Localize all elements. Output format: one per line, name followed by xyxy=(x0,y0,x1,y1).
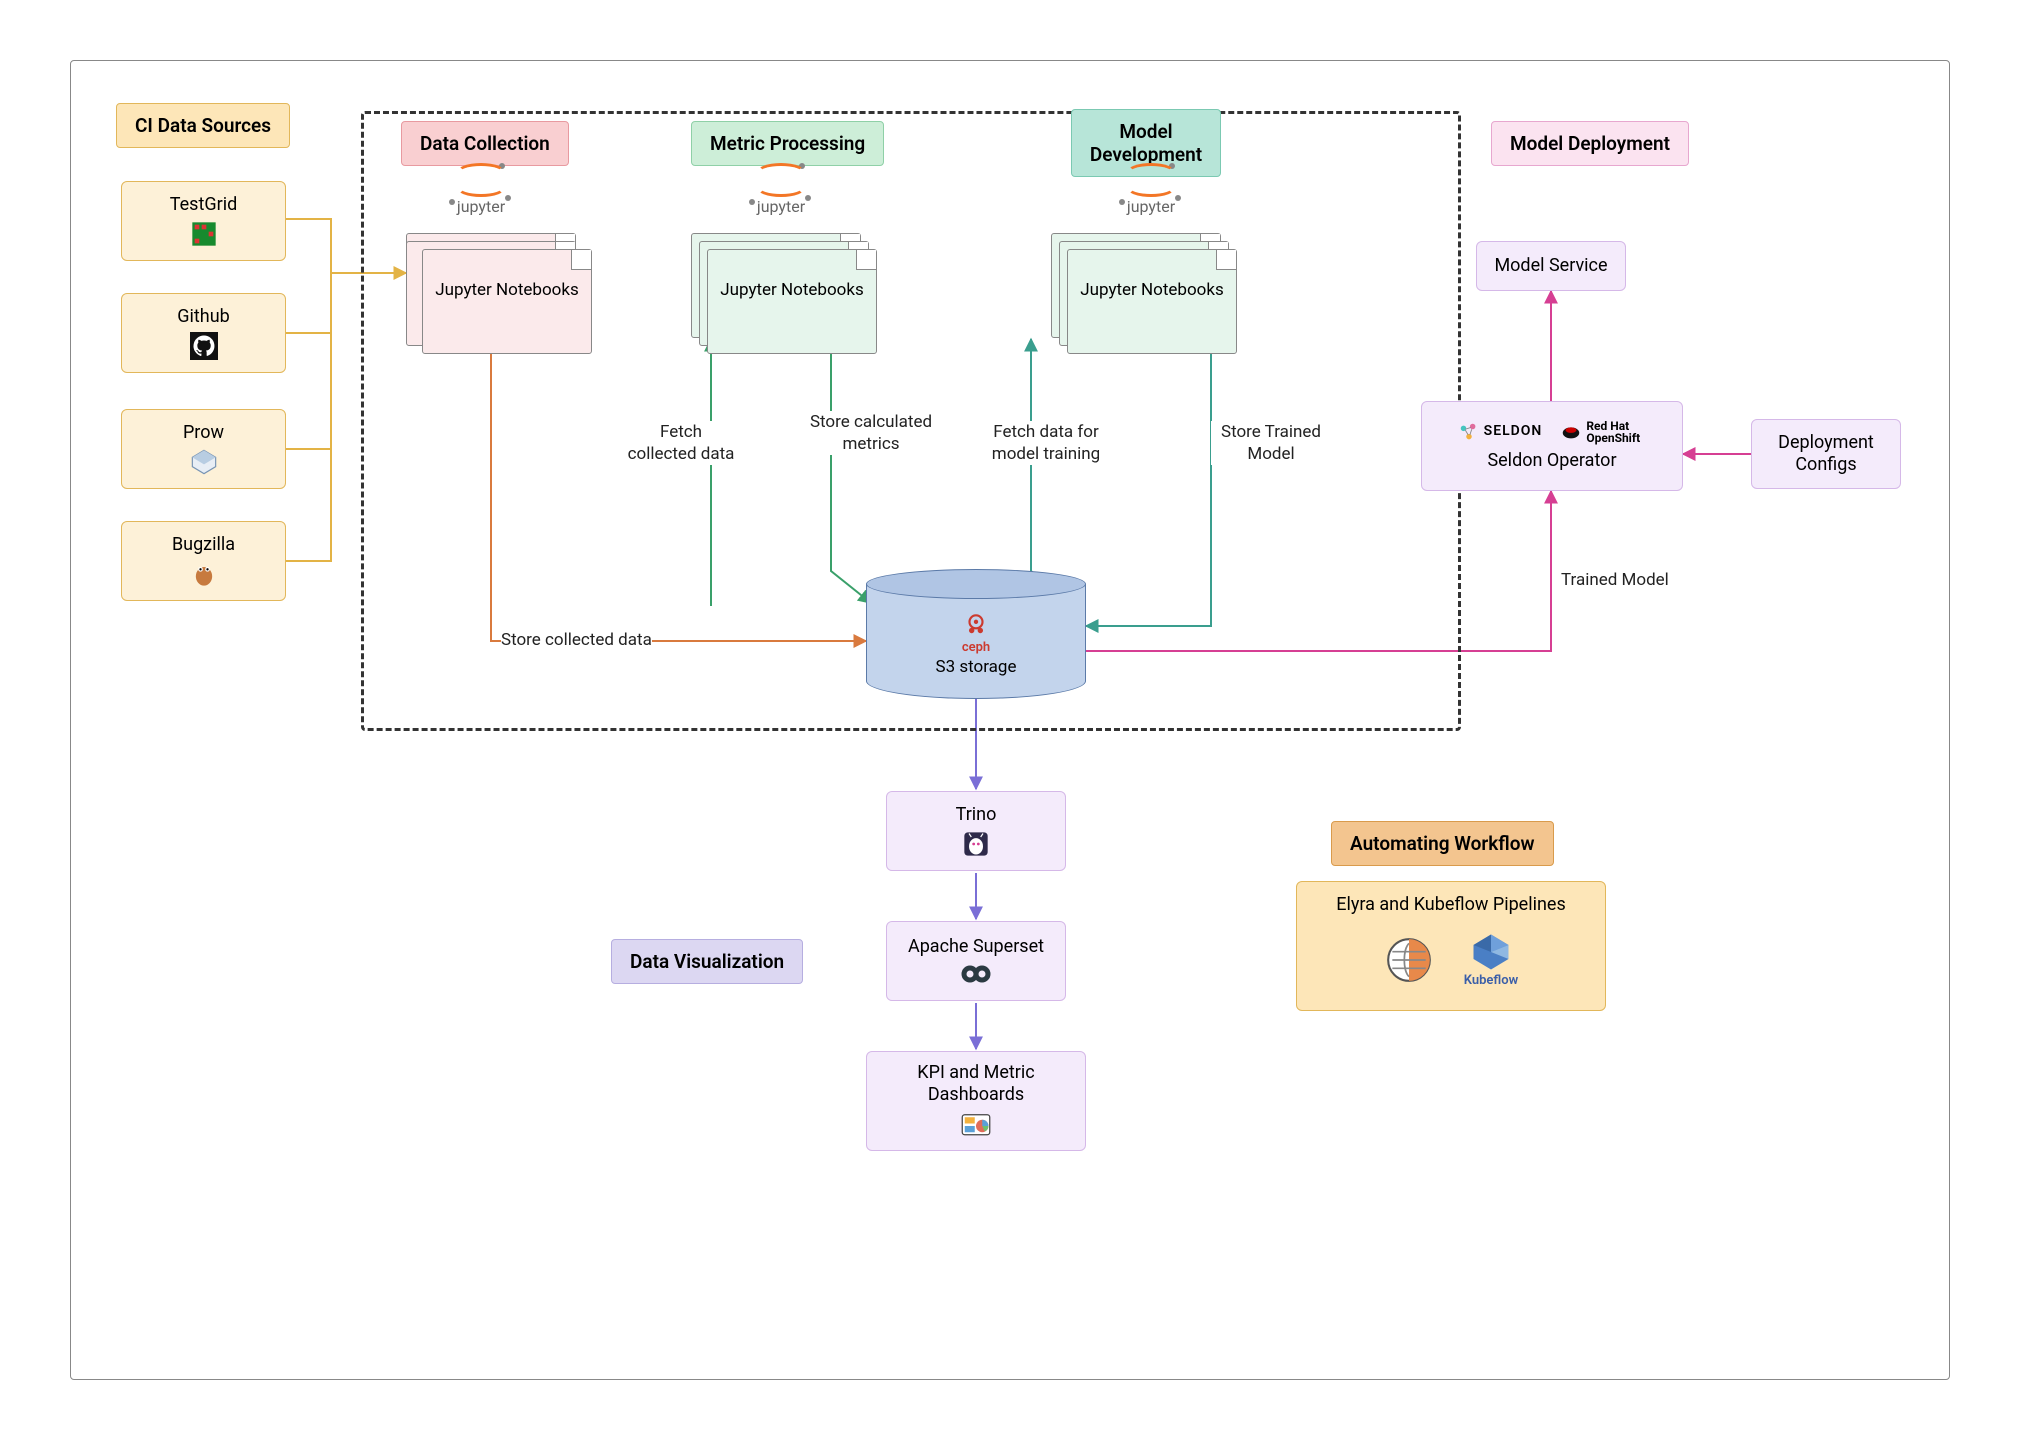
prow-icon xyxy=(190,448,218,476)
edge-fetch-training: Fetch data for model training xyxy=(981,421,1111,465)
brand: jupyter xyxy=(731,197,831,216)
source-testgrid: TestGrid xyxy=(121,181,286,261)
label: Jupyter Notebooks xyxy=(1080,280,1224,300)
label: TestGrid xyxy=(170,194,237,217)
workflow-elyra-kubeflow: Elyra and Kubeflow Pipelines Kubeflow xyxy=(1296,881,1606,1011)
seldon-operator: SELDON Red Hat OpenShift Seldon Operator xyxy=(1421,401,1683,491)
label: Apache Superset xyxy=(908,936,1044,959)
label: Model Deployment xyxy=(1510,132,1670,155)
source-prow: Prow xyxy=(121,409,286,489)
section-model-deployment: Model Deployment xyxy=(1491,121,1689,166)
edge-store-model: Store Trained Model xyxy=(1211,421,1331,465)
trino-icon xyxy=(962,830,990,858)
source-bugzilla: Bugzilla xyxy=(121,521,286,601)
deployment-configs: Deployment Configs xyxy=(1751,419,1901,489)
edge-trained-model: Trained Model xyxy=(1561,569,1669,591)
redhat-icon xyxy=(1560,421,1582,443)
kubeflow-icon xyxy=(1470,931,1512,973)
edge-store-collected: Store collected data xyxy=(501,629,652,651)
edge-store-metrics: Store calculated metrics xyxy=(801,411,941,455)
label: Data Collection xyxy=(420,132,550,155)
openshift-brand: Red Hat OpenShift xyxy=(1586,420,1646,444)
label: Metric Processing xyxy=(710,132,865,155)
section-data-collection: Data Collection xyxy=(401,121,569,166)
superset-icon xyxy=(956,962,996,986)
label: Data Visualization xyxy=(630,950,784,973)
seldon-brand: SELDON xyxy=(1484,423,1543,441)
s3-storage: ceph S3 storage xyxy=(866,569,1086,699)
section-automating-workflow: Automating Workflow xyxy=(1331,821,1554,866)
label: CI Data Sources xyxy=(135,114,271,137)
section-data-visualization: Data Visualization xyxy=(611,939,803,984)
label: Jupyter Notebooks xyxy=(435,280,579,300)
brand: ceph xyxy=(866,640,1086,655)
label: KPI and Metric Dashboards xyxy=(877,1062,1075,1107)
label: Github xyxy=(177,306,229,329)
label: S3 storage xyxy=(866,657,1086,677)
label: Deployment Configs xyxy=(1762,432,1890,477)
label: Model Development xyxy=(1090,120,1202,166)
viz-dashboards: KPI and Metric Dashboards xyxy=(866,1051,1086,1151)
jupyter-logo-1: jupyter xyxy=(431,169,531,216)
label: Automating Workflow xyxy=(1350,832,1535,855)
label: Prow xyxy=(183,422,224,445)
label: Jupyter Notebooks xyxy=(720,280,864,300)
testgrid-icon xyxy=(190,220,218,248)
brand: jupyter xyxy=(1101,197,1201,216)
dashboard-icon xyxy=(959,1111,993,1141)
section-ci-data-sources: CI Data Sources xyxy=(116,103,290,148)
model-service: Model Service xyxy=(1476,241,1626,291)
ceph-icon xyxy=(961,611,991,637)
jupyter-logo-2: jupyter xyxy=(731,169,831,216)
brand: jupyter xyxy=(431,197,531,216)
label: Elyra and Kubeflow Pipelines xyxy=(1336,894,1566,917)
jupyter-logo-3: jupyter xyxy=(1101,169,1201,216)
seldon-icon xyxy=(1458,421,1480,443)
label: Model Service xyxy=(1494,255,1607,278)
kubeflow-label: Kubeflow xyxy=(1464,973,1518,989)
label: Bugzilla xyxy=(172,534,235,557)
elyra-icon xyxy=(1384,935,1434,985)
bugzilla-icon xyxy=(190,560,218,588)
viz-trino: Trino xyxy=(886,791,1066,871)
viz-superset: Apache Superset xyxy=(886,921,1066,1001)
github-icon xyxy=(190,332,218,360)
label: Trino xyxy=(956,804,997,827)
section-metric-processing: Metric Processing xyxy=(691,121,884,166)
label: Seldon Operator xyxy=(1487,450,1616,473)
source-github: Github xyxy=(121,293,286,373)
edge-fetch-collected: Fetch collected data xyxy=(626,421,736,465)
